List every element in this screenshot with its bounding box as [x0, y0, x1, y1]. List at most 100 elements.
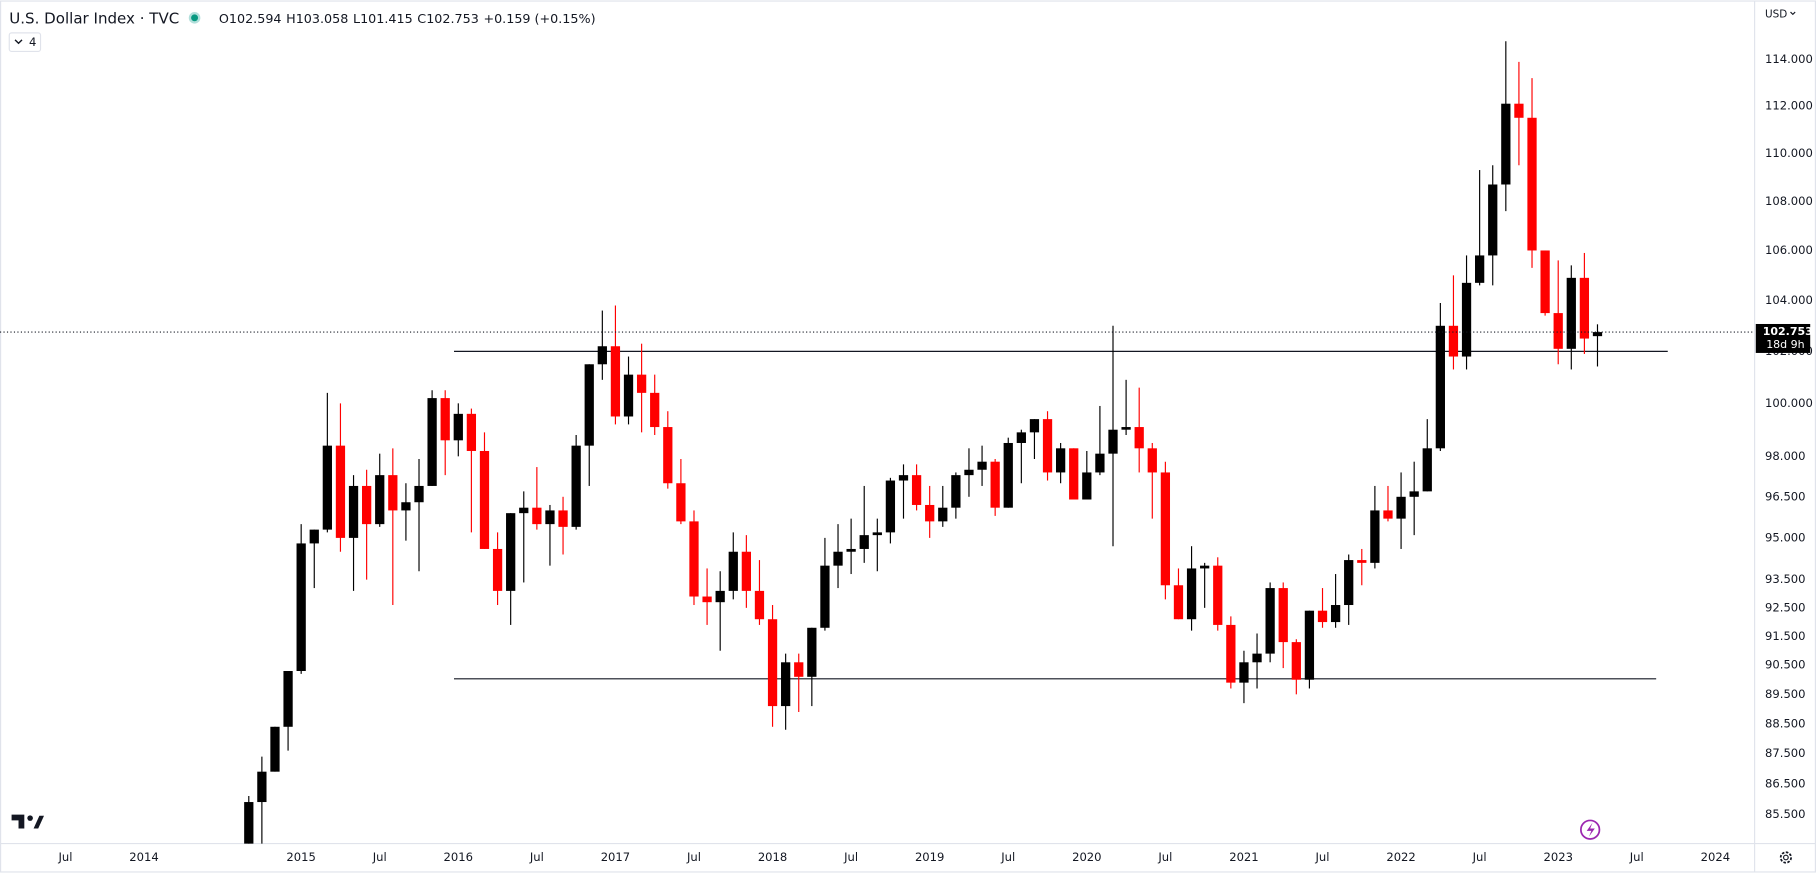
- ohlc-value: 102.753: [426, 11, 479, 26]
- candle-body: [610, 346, 621, 417]
- candle-body: [872, 532, 882, 536]
- candle-body: [309, 529, 319, 544]
- x-tick-label: 2024: [1701, 850, 1730, 864]
- y-tick-label: 87.500: [1765, 746, 1806, 760]
- y-tick-label: 110.000: [1765, 146, 1813, 160]
- candle-body: [1383, 510, 1393, 519]
- x-tick-label: Jul: [372, 850, 387, 864]
- ohlc-key: L: [353, 11, 361, 26]
- candle-body: [1396, 496, 1406, 519]
- y-tick-label: 114.000: [1765, 52, 1813, 66]
- candle-body: [767, 619, 778, 707]
- candle-body: [492, 548, 503, 591]
- x-tick-label: 2019: [915, 850, 944, 864]
- candle-body: [728, 551, 738, 591]
- candle-body: [1239, 662, 1249, 683]
- candle-body: [519, 507, 529, 514]
- candle-body: [650, 392, 660, 428]
- candle-body: [1461, 282, 1472, 357]
- x-tick-label: Jul: [1315, 850, 1330, 864]
- y-tick-label: 98.000: [1765, 449, 1806, 463]
- candle-body: [335, 445, 346, 538]
- candle-body: [964, 469, 974, 476]
- candle-body: [833, 551, 843, 566]
- candle-body: [1488, 184, 1498, 256]
- candle-body: [741, 551, 751, 591]
- candle-body: [1226, 624, 1236, 683]
- x-tick-label: Jul: [57, 850, 72, 864]
- chevron-icon: [14, 39, 23, 45]
- last-price-label: 102.753: [1763, 325, 1813, 338]
- candle-body: [702, 596, 712, 603]
- currency-label[interactable]: USD: [1765, 8, 1787, 20]
- y-tick-label: 108.000: [1765, 194, 1813, 208]
- candle-body: [781, 662, 791, 707]
- last-price-box: [1755, 323, 1811, 353]
- candle-body: [1540, 250, 1550, 314]
- candle-body: [388, 475, 398, 511]
- candle-body: [1370, 510, 1380, 563]
- candle-body: [440, 398, 450, 441]
- candle-body: [1448, 325, 1459, 357]
- settings-button[interactable]: [1779, 851, 1792, 864]
- candle-body: [1200, 565, 1210, 569]
- candle-body: [1134, 427, 1144, 449]
- candle-body: [1304, 610, 1315, 680]
- candle-body: [1082, 472, 1092, 500]
- candle-body: [1108, 429, 1118, 454]
- candle-body: [257, 771, 267, 803]
- candle-body: [1435, 325, 1445, 449]
- plot-area: [0, 41, 1755, 844]
- candle-body: [689, 521, 699, 597]
- axes: 85.500 86.500 87.500 88.500 89.500 90.500 91.5…: [57, 52, 1812, 864]
- candle-body: [1069, 448, 1079, 500]
- candle-body: [479, 450, 490, 549]
- y-tick-label: 86.500: [1765, 776, 1806, 790]
- y-tick-label: 90.500: [1765, 658, 1806, 672]
- candle-body: [636, 374, 647, 393]
- candle-body: [1016, 432, 1026, 443]
- indicators-toggle[interactable]: [8, 32, 42, 52]
- y-tick-label: 88.500: [1765, 716, 1806, 730]
- y-tick-label: 92.500: [1765, 600, 1806, 614]
- candle-body: [1527, 117, 1537, 251]
- candle-body: [1055, 448, 1066, 473]
- indicator-count: 4: [29, 35, 36, 49]
- symbol-title[interactable]: U.S. Dollar Index · TVC: [9, 9, 179, 27]
- y-tick-label: 96.500: [1765, 489, 1806, 503]
- candle-body: [1042, 419, 1053, 473]
- candle-body: [1095, 453, 1105, 473]
- candle-body: [676, 483, 686, 522]
- x-tick-label: 2016: [444, 850, 473, 864]
- candle-body: [597, 346, 607, 365]
- y-tick-label: 106.000: [1765, 243, 1813, 257]
- candle-body: [898, 475, 909, 481]
- x-tick-label: Jul: [1157, 850, 1172, 864]
- lightning-button[interactable]: [1580, 819, 1601, 840]
- candle-body: [244, 802, 254, 844]
- candle-body: [623, 374, 634, 417]
- candle-body: [1029, 419, 1040, 433]
- candle-body: [977, 461, 987, 470]
- x-tick-label: 2021: [1229, 850, 1258, 864]
- tradingview-logo[interactable]: [11, 814, 45, 829]
- candle-body: [427, 398, 437, 486]
- y-tick-label: 91.500: [1765, 629, 1806, 643]
- candle-body: [885, 480, 896, 533]
- candle-body: [1147, 448, 1157, 473]
- x-tick-label: 2015: [286, 850, 315, 864]
- candle-body: [1003, 442, 1013, 508]
- y-tick-label: 104.000: [1765, 293, 1813, 307]
- y-tick-label: 95.000: [1765, 530, 1806, 544]
- candle-body: [362, 485, 372, 525]
- candle-body: [283, 670, 293, 727]
- x-tick-label: 2020: [1072, 850, 1101, 864]
- market-status-dot: [191, 14, 199, 22]
- ohlc-key: O: [219, 11, 229, 26]
- ohlc-value: 102.594: [229, 11, 282, 26]
- candle-body: [401, 502, 411, 511]
- candle-body: [1514, 103, 1524, 118]
- candle-body: [375, 475, 385, 525]
